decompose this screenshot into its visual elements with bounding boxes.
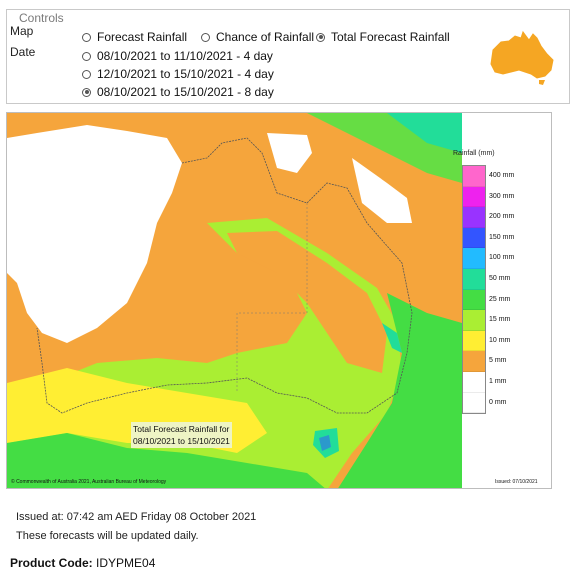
controls-panel: Controls Map Date Forecast Rainfall Chan… (6, 9, 570, 104)
map-caption-line2: 08/10/2021 to 15/10/2021 (133, 435, 230, 447)
legend-label: 200 mm (489, 213, 514, 220)
legend-label: 0 mm (489, 399, 507, 406)
legend-swatch (463, 166, 485, 187)
product-code-value: IDYPME04 (96, 556, 155, 570)
copyright-text: © Commonwealth of Australia 2021, Austra… (11, 479, 166, 485)
radio-date-first-4day[interactable]: 08/10/2021 to 11/10/2021 - 4 day (82, 49, 273, 63)
australia-map-icon[interactable] (487, 28, 557, 86)
legend-swatch (463, 393, 485, 414)
rainfall-legend (462, 165, 486, 414)
legend-swatch (463, 310, 485, 331)
radio-button-selected[interactable] (82, 88, 91, 97)
legend-swatch (463, 351, 485, 372)
legend-swatch (463, 331, 485, 352)
product-code: Product Code: IDYPME04 (10, 556, 155, 570)
map-row-label: Map (10, 24, 33, 38)
date-row-label: Date (10, 45, 35, 59)
radio-chance-of-rainfall[interactable]: Chance of Rainfall (201, 30, 314, 44)
radio-date-second-4day[interactable]: 12/10/2021 to 15/10/2021 - 4 day (82, 67, 274, 81)
legend-swatch (463, 228, 485, 249)
controls-legend: Controls (17, 12, 66, 24)
map-issued-date: Issued: 07/10/2021 (495, 479, 538, 485)
legend-label: 25 mm (489, 296, 510, 303)
radio-button[interactable] (82, 52, 91, 61)
legend-swatch (463, 290, 485, 311)
legend-swatch (463, 372, 485, 393)
radio-label: Chance of Rainfall (216, 30, 314, 44)
radio-label: Forecast Rainfall (97, 30, 187, 44)
legend-label: 1 mm (489, 378, 507, 385)
legend-label: 100 mm (489, 254, 514, 261)
radio-label: 12/10/2021 to 15/10/2021 - 4 day (97, 67, 274, 81)
radio-forecast-rainfall[interactable]: Forecast Rainfall (82, 30, 187, 44)
radio-date-8day[interactable]: 08/10/2021 to 15/10/2021 - 8 day (82, 85, 274, 99)
update-note: These forecasts will be updated daily. (16, 530, 199, 542)
map-caption: Total Forecast Rainfall for 08/10/2021 t… (131, 422, 232, 448)
radio-button-selected[interactable] (316, 33, 325, 42)
legend-label: 300 mm (489, 193, 514, 200)
legend-label: 10 mm (489, 337, 510, 344)
map-caption-line1: Total Forecast Rainfall for (133, 423, 230, 435)
product-code-label: Product Code: (10, 556, 93, 570)
radio-label: 08/10/2021 to 11/10/2021 - 4 day (97, 49, 273, 63)
radio-button[interactable] (82, 70, 91, 79)
radio-button[interactable] (82, 33, 91, 42)
radio-label: 08/10/2021 to 15/10/2021 - 8 day (97, 85, 274, 99)
legend-label: 400 mm (489, 172, 514, 179)
legend-label: 5 mm (489, 357, 507, 364)
radio-total-forecast-rainfall[interactable]: Total Forecast Rainfall (316, 30, 450, 44)
legend-swatch (463, 187, 485, 208)
legend-swatch (463, 207, 485, 228)
legend-label: 150 mm (489, 234, 514, 241)
legend-title: Rainfall (mm) (453, 150, 495, 157)
radio-label: Total Forecast Rainfall (331, 30, 450, 44)
rainfall-map: Rainfall (mm) 400 mm 300 mm 200 mm 150 mm 10… (6, 112, 552, 489)
legend-swatch (463, 248, 485, 269)
radio-button[interactable] (201, 33, 210, 42)
legend-label: 15 mm (489, 316, 510, 323)
issued-time: Issued at: 07:42 am AED Friday 08 Octobe… (16, 511, 256, 523)
legend-swatch (463, 269, 485, 290)
legend-label: 50 mm (489, 275, 510, 282)
